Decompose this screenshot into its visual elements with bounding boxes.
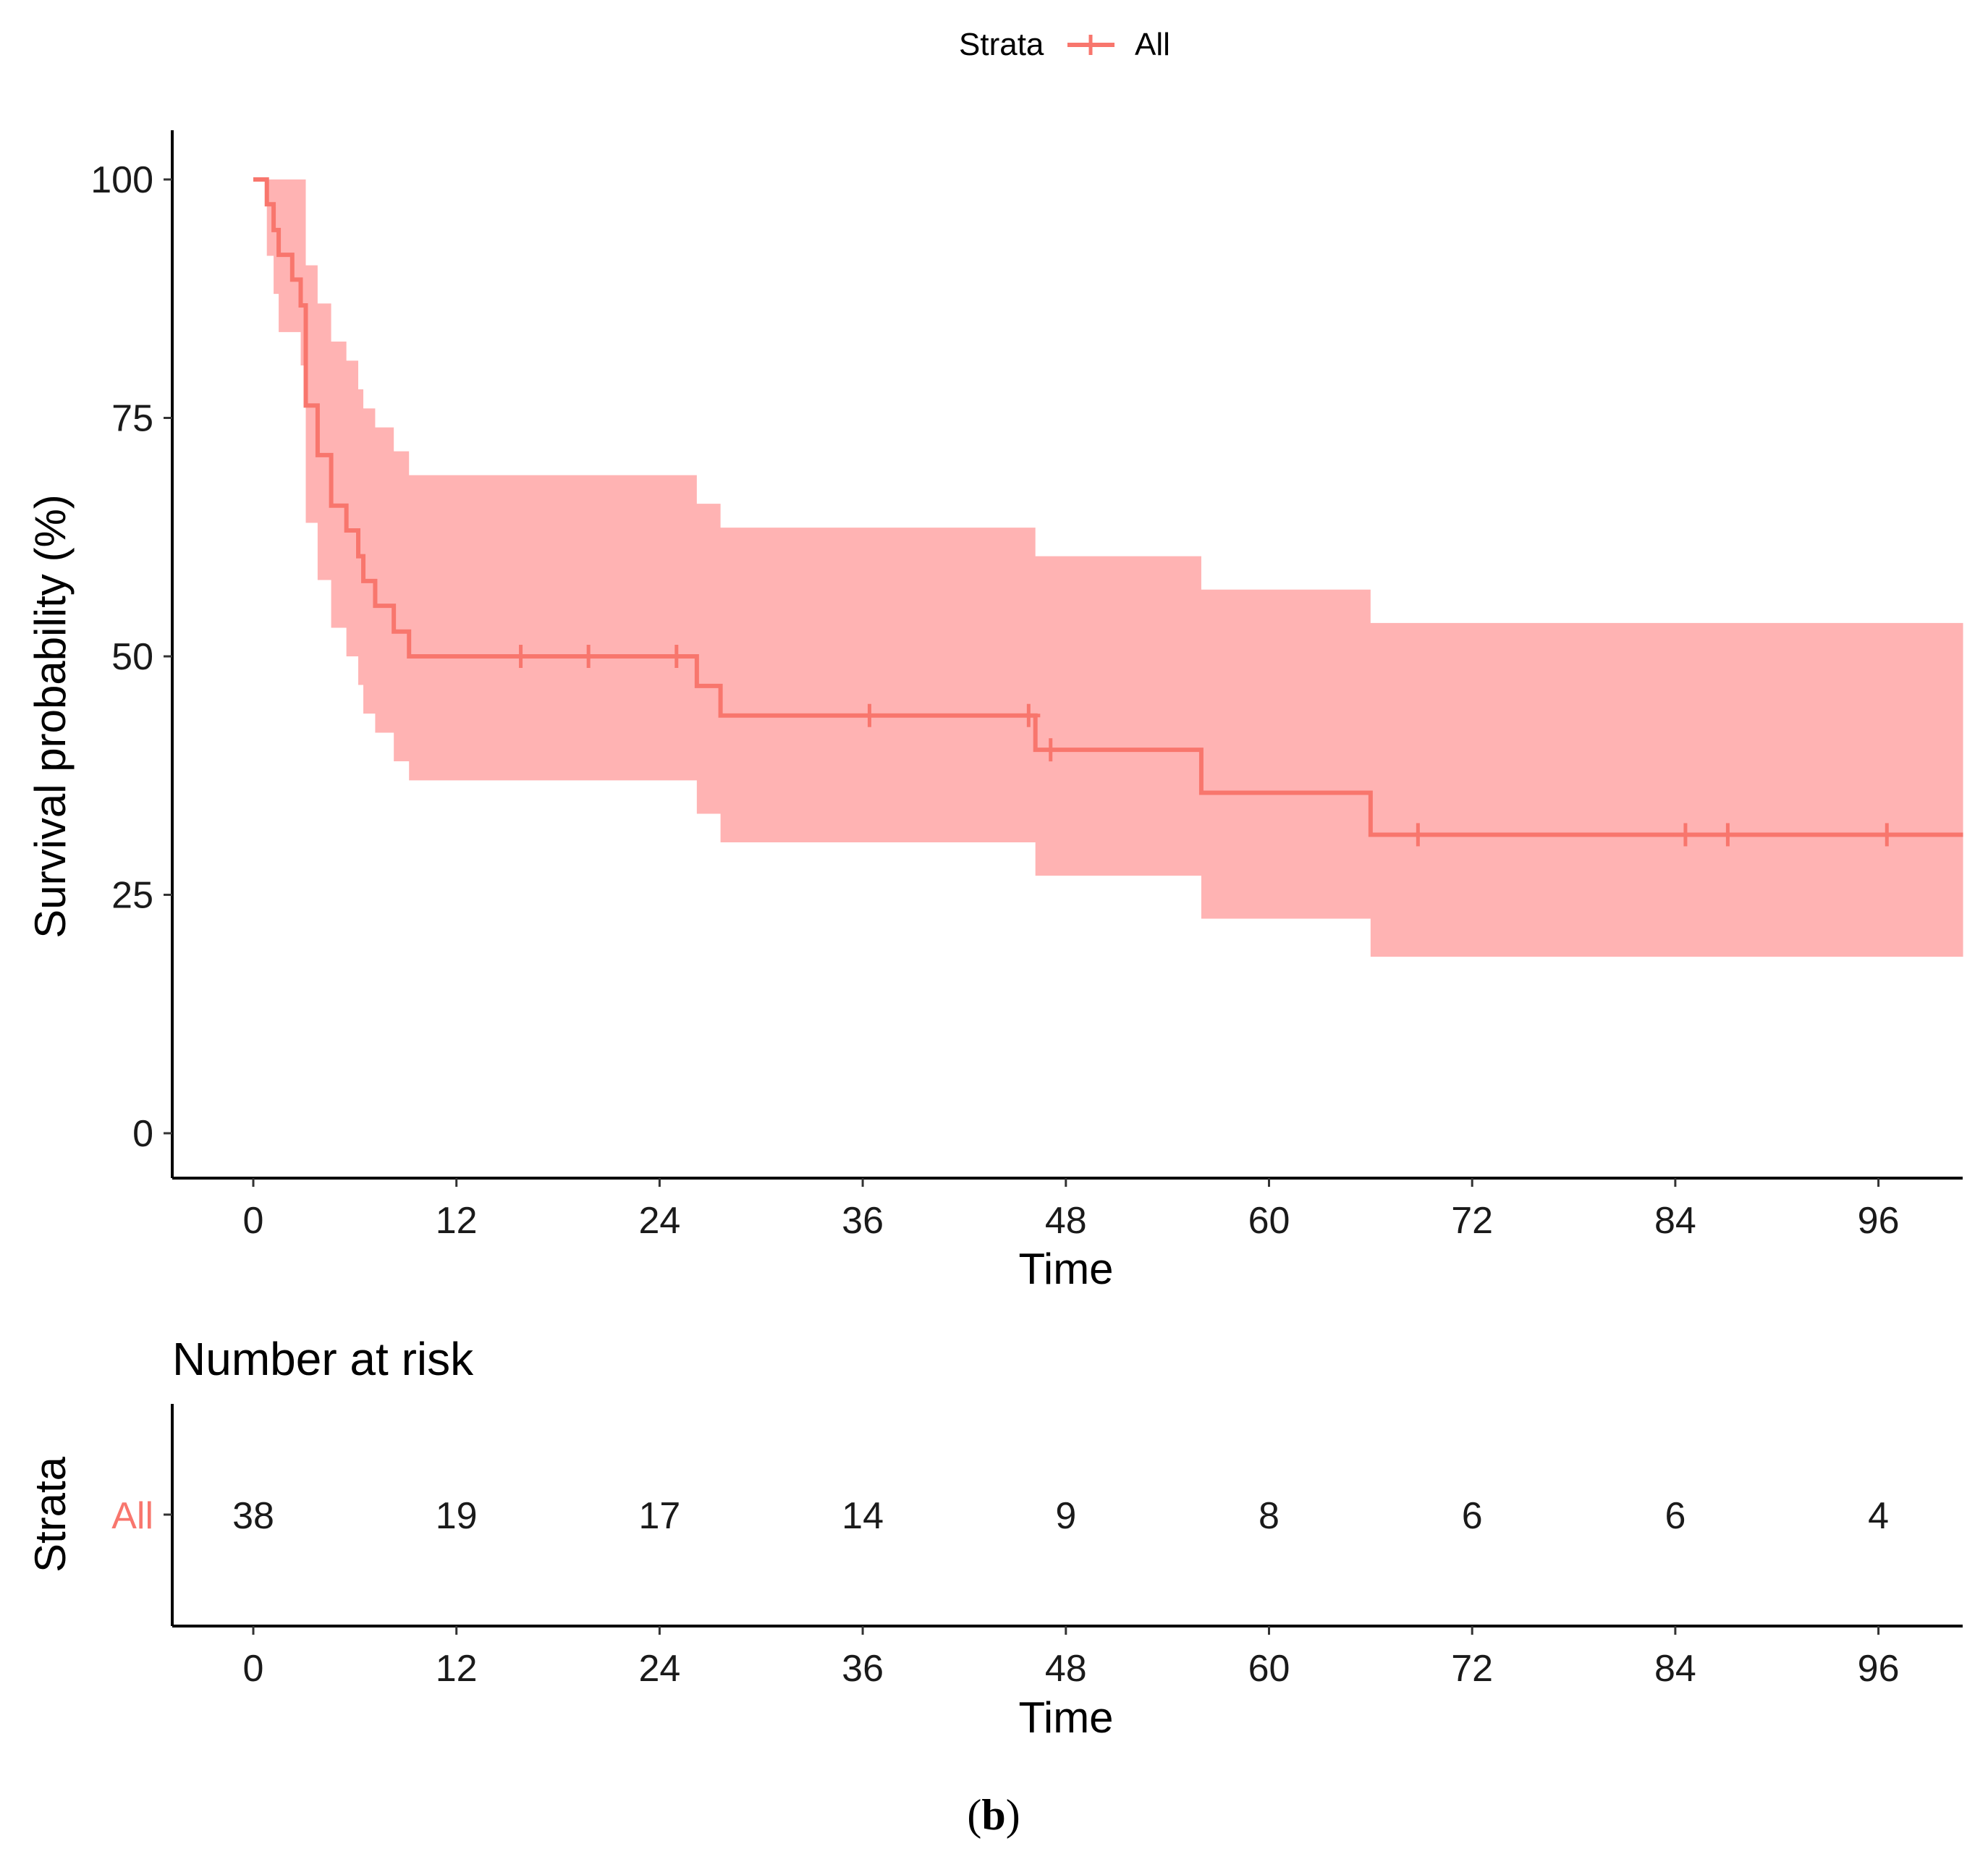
risk-value: 19	[436, 1495, 478, 1537]
x-tick-label: 24	[638, 1200, 680, 1242]
risk-table: Number at risk All Strata 38 19 17 14 9 8 6 6 4 …	[26, 1333, 1963, 1742]
x-axis-title: Time	[1018, 1245, 1113, 1293]
x-tick-label: 84	[1654, 1200, 1696, 1242]
risk-x-tick-label: 48	[1045, 1648, 1087, 1690]
risk-values: 38 19 17 14 9 8 6 6 4	[232, 1495, 1889, 1537]
risk-value: 38	[232, 1495, 274, 1537]
risk-value: 9	[1055, 1495, 1076, 1537]
censor-mark	[1716, 823, 1740, 847]
risk-y-axis-title: Strata	[26, 1456, 75, 1572]
risk-value: 14	[842, 1495, 884, 1537]
risk-table-title: Number at risk	[172, 1333, 474, 1385]
caption-letter: b	[981, 1791, 1005, 1839]
survival-plot: 0 25 50 75 100 0 12 24 36 48 60 72 84 96 Time Surviv…	[26, 130, 1963, 1293]
caption-open: (	[967, 1791, 981, 1839]
risk-x-tick-label: 72	[1451, 1648, 1493, 1690]
risk-x-ticks: 0 12 24 36 48 60 72 84 96	[243, 1626, 1900, 1690]
risk-value: 17	[638, 1495, 680, 1537]
censor-mark	[858, 703, 881, 727]
risk-value: 6	[1462, 1495, 1483, 1537]
confidence-band	[266, 179, 1963, 957]
censor-mark	[1017, 703, 1041, 727]
y-tick-label: 100	[90, 159, 153, 201]
legend: Strata All	[959, 27, 1170, 62]
risk-value: 8	[1259, 1495, 1279, 1537]
y-tick-label: 50	[111, 636, 153, 678]
risk-x-tick-label: 36	[842, 1648, 884, 1690]
risk-x-tick-label: 24	[638, 1648, 680, 1690]
caption-close: )	[1006, 1791, 1020, 1839]
risk-x-tick-label: 0	[243, 1648, 264, 1690]
x-tick-label: 60	[1248, 1200, 1290, 1242]
risk-x-tick-label: 84	[1654, 1648, 1696, 1690]
y-tick-label: 0	[132, 1113, 153, 1155]
censor-mark	[1039, 738, 1062, 762]
risk-row-label: All	[111, 1495, 153, 1537]
x-tick-label: 72	[1451, 1200, 1493, 1242]
risk-x-tick-label: 12	[436, 1648, 478, 1690]
censor-mark	[509, 645, 533, 668]
risk-x-tick-label: 60	[1248, 1648, 1290, 1690]
risk-x-axis-title: Time	[1018, 1693, 1113, 1742]
x-tick-label: 36	[842, 1200, 884, 1242]
y-tick-label: 25	[111, 875, 153, 917]
legend-entry-all: All	[1135, 27, 1170, 62]
censor-mark	[577, 645, 601, 668]
censor-mark	[664, 645, 688, 668]
x-tick-label: 0	[243, 1200, 264, 1242]
x-tick-label: 12	[436, 1200, 478, 1242]
figure-caption: (b)	[967, 1791, 1020, 1839]
legend-title: Strata	[959, 27, 1044, 62]
censor-mark	[1406, 823, 1430, 847]
censor-mark	[1673, 823, 1697, 847]
y-tick-label: 75	[111, 398, 153, 440]
y-axis-title: Survival probability (%)	[26, 494, 75, 939]
x-ticks: 0 12 24 36 48 60 72 84 96	[243, 1178, 1900, 1242]
risk-x-tick-label: 96	[1858, 1648, 1900, 1690]
risk-value: 6	[1665, 1495, 1685, 1537]
censor-marks	[509, 645, 1899, 847]
x-tick-label: 48	[1045, 1200, 1087, 1242]
x-tick-label: 96	[1858, 1200, 1900, 1242]
censor-mark	[1875, 823, 1899, 847]
risk-value: 4	[1868, 1495, 1889, 1537]
y-ticks: 0 25 50 75 100	[90, 159, 172, 1155]
